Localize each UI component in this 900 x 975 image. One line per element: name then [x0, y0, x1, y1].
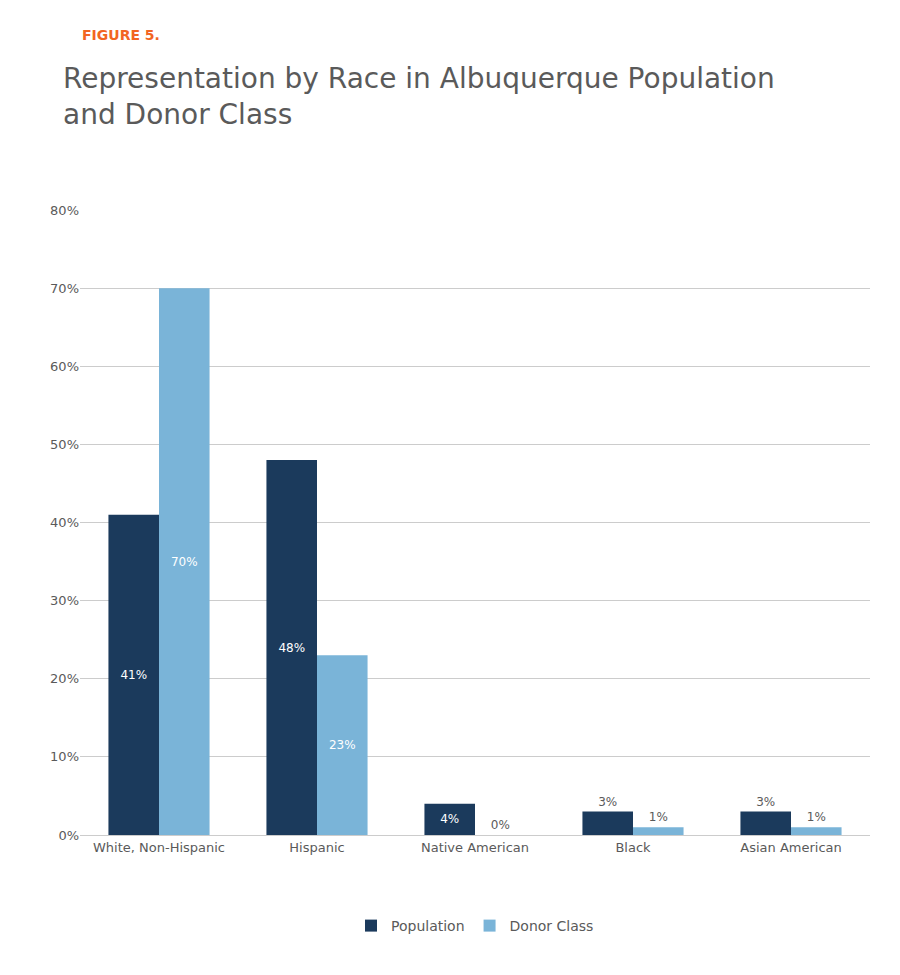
svg-text:White, Non-Hispanic: White, Non-Hispanic: [93, 840, 225, 855]
svg-text:FIGURE 5.: FIGURE 5.: [82, 27, 160, 43]
svg-text:Hispanic: Hispanic: [289, 840, 344, 855]
svg-text:0%: 0%: [491, 818, 510, 832]
svg-text:Native American: Native American: [421, 840, 529, 855]
svg-text:Representation by Race in Albu: Representation by Race in Albuquerque Po…: [63, 62, 775, 131]
svg-text:50%: 50%: [50, 437, 79, 452]
svg-text:60%: 60%: [50, 359, 79, 374]
svg-text:41%: 41%: [120, 668, 147, 682]
svg-text:1%: 1%: [807, 810, 826, 824]
svg-text:70%: 70%: [50, 281, 79, 296]
svg-text:Donor Class: Donor Class: [510, 918, 594, 934]
svg-text:Asian American: Asian American: [740, 840, 841, 855]
svg-text:40%: 40%: [50, 515, 79, 530]
svg-text:3%: 3%: [598, 795, 617, 809]
svg-text:48%: 48%: [278, 641, 305, 655]
svg-text:20%: 20%: [50, 671, 79, 686]
svg-text:30%: 30%: [50, 593, 79, 608]
svg-text:1%: 1%: [649, 810, 668, 824]
svg-text:3%: 3%: [756, 795, 775, 809]
svg-text:Black: Black: [615, 840, 651, 855]
svg-text:80%: 80%: [50, 203, 79, 218]
svg-text:4%: 4%: [440, 812, 459, 826]
svg-text:Population: Population: [391, 918, 465, 934]
svg-text:10%: 10%: [50, 749, 79, 764]
svg-text:70%: 70%: [171, 555, 198, 569]
svg-text:23%: 23%: [329, 738, 356, 752]
svg-text:0%: 0%: [58, 828, 79, 843]
